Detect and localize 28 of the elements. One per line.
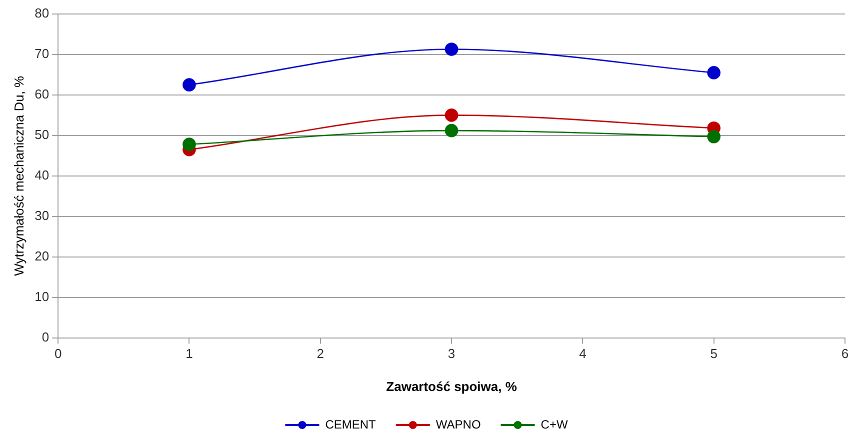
legend-label: WAPNO: [436, 417, 481, 432]
y-tick-label: 50: [34, 127, 50, 142]
point: [707, 66, 720, 80]
x-tick-label: 0: [54, 346, 62, 362]
x-tick-label: 5: [710, 346, 718, 362]
x-tick-label: 6: [841, 346, 849, 362]
x-axis-title: Zawartość spoiwa, %: [386, 378, 518, 394]
point: [444, 108, 458, 122]
y-tick-label: 40: [34, 167, 50, 182]
legend-label: C+W: [540, 417, 568, 432]
point: [182, 138, 196, 151]
point: [444, 42, 458, 56]
y-tick-label: 70: [34, 46, 50, 62]
x-tick-label: 3: [448, 346, 456, 362]
y-axis-title: Wytrzymałość mechaniczna Du, %: [11, 75, 26, 276]
point: [444, 124, 458, 138]
point: [707, 130, 720, 144]
y-tick-label: 20: [34, 248, 50, 264]
point: [182, 78, 196, 92]
y-tick-label: 60: [34, 86, 50, 102]
y-tick-label: 80: [34, 6, 50, 21]
y-tick-label: 30: [34, 208, 50, 223]
y-tick-label: 10: [34, 288, 50, 304]
y-tick-label: 0: [42, 329, 50, 344]
x-tick-label: 1: [186, 346, 193, 362]
x-tick-label: 2: [316, 346, 324, 362]
legend-label: CEMENT: [325, 417, 377, 432]
x-tick-label: 4: [579, 346, 586, 362]
